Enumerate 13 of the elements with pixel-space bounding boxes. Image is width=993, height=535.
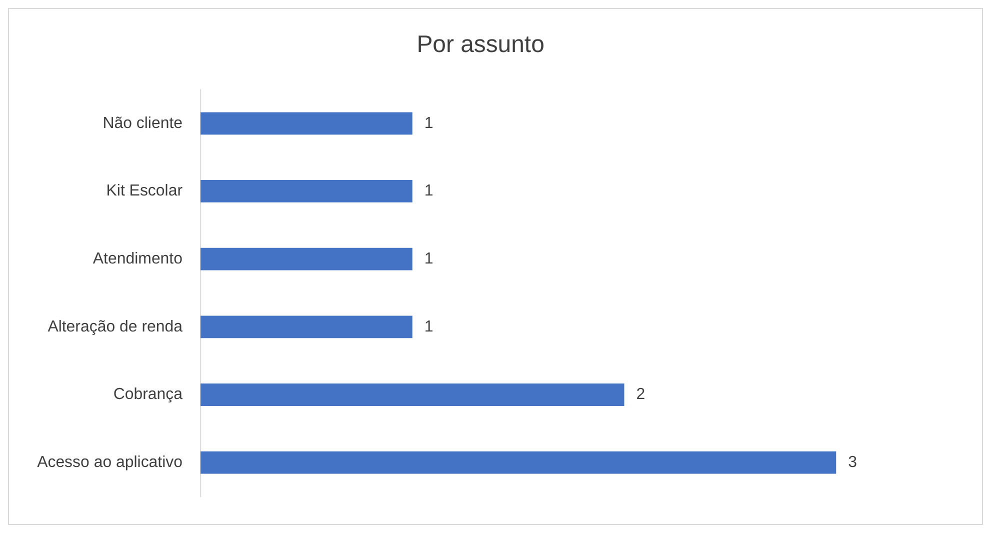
y-tick-label: Alteração de renda [48, 318, 183, 336]
y-tick-label: Cobrança [113, 386, 183, 404]
data-label: 1 [424, 114, 434, 132]
y-tick-label: Atendimento [92, 250, 183, 268]
y-tick-label: Kit Escolar [106, 182, 184, 200]
y-tick-label: Acesso ao aplicativo [37, 454, 183, 471]
chart-title: Por assunto [416, 30, 544, 58]
data-label: 1 [424, 182, 434, 200]
data-label: 3 [848, 454, 858, 471]
y-tick-label: Não cliente [102, 114, 183, 132]
data-label: 2 [636, 386, 646, 404]
data-label: 1 [424, 250, 434, 268]
data-label: 1 [424, 318, 434, 336]
